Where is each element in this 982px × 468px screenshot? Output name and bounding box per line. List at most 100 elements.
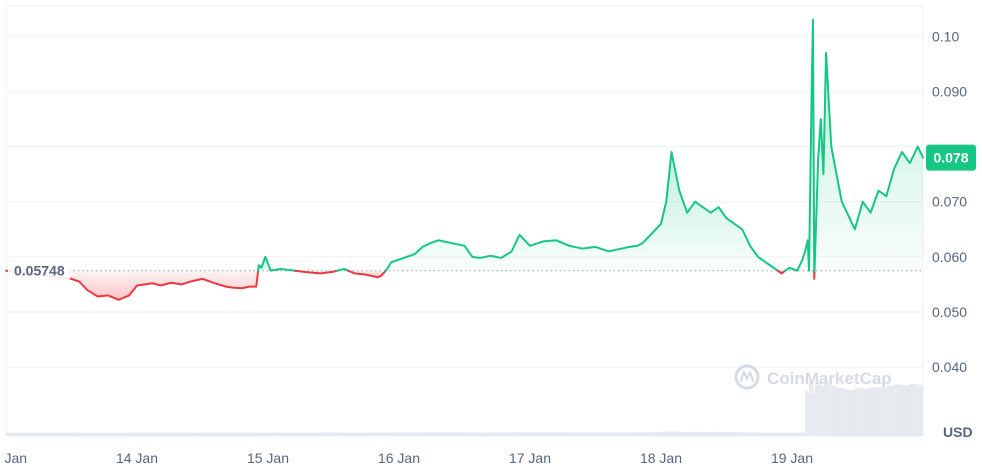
baseline-price-label: 0.05748	[8, 260, 70, 281]
volume-bar	[826, 384, 832, 436]
volume-bar	[129, 432, 137, 436]
volume-bar	[909, 384, 918, 436]
volume-bar	[79, 432, 88, 436]
volume-bar	[118, 432, 130, 436]
watermark-text: CoinMarketCap	[767, 369, 892, 388]
volume-bar	[666, 431, 672, 436]
x-tick-label: 16 Jan	[378, 450, 420, 466]
volume-bar	[621, 432, 630, 436]
volume-bar	[71, 432, 80, 436]
volume-bar	[710, 431, 719, 436]
volume-bar	[480, 432, 491, 436]
volume-bar	[757, 432, 766, 436]
volume-bar	[87, 432, 98, 436]
volume-bar	[256, 432, 259, 436]
volume-bar	[108, 432, 119, 436]
price-line-segment-up[interactable]	[784, 18, 816, 272]
volume-bar	[797, 432, 803, 436]
volume-bar	[294, 432, 308, 436]
volume-bar	[647, 432, 651, 436]
volume-bar	[695, 431, 703, 436]
volume-bar	[917, 384, 923, 436]
volume-bar	[333, 432, 344, 436]
volume-bar	[261, 432, 266, 436]
baseline-label-background	[8, 260, 70, 281]
volume-bar	[650, 432, 654, 436]
y-tick-label: 0.070	[932, 194, 967, 210]
y-tick-label: 0.090	[932, 83, 967, 99]
volume-bar	[472, 432, 481, 436]
price-line[interactable]	[5, 18, 924, 301]
volume-bar	[519, 432, 530, 436]
volume-bar	[836, 388, 842, 436]
volume-bars	[6, 381, 923, 436]
area-fill-above	[385, 152, 778, 271]
volume-bar	[726, 432, 735, 436]
volume-bar	[343, 432, 355, 436]
volume-bar	[805, 390, 808, 436]
volume-bar	[399, 432, 407, 436]
volume-bar	[802, 432, 806, 436]
volume-bar	[582, 432, 596, 436]
volume-bar	[807, 393, 810, 436]
current-price-background	[926, 144, 976, 171]
y-axis: 0.040 0.050 0.060 0.070 0.090 0.10	[932, 28, 967, 375]
volume-bar	[270, 432, 282, 436]
volume-bar	[655, 432, 661, 436]
y-tick-label: 0.10	[932, 28, 959, 44]
volume-bar	[841, 388, 848, 436]
volume-bar	[750, 432, 758, 436]
volume-bar	[734, 432, 743, 436]
price-line-segment-down[interactable]	[776, 269, 787, 275]
volume-bar	[249, 432, 257, 436]
price-line-segment-up[interactable]	[384, 151, 779, 272]
volume-bar	[831, 386, 837, 436]
volume-bar	[265, 432, 271, 436]
x-tick-label: 15 Jan	[247, 450, 289, 466]
price-line-segment-up[interactable]	[257, 255, 297, 272]
volume-bar	[181, 432, 193, 436]
volume-bar	[281, 432, 295, 436]
x-axis: 13 Jan 14 Jan 15 Jan 16 Jan 17 Jan 18 Jan 19 J…	[0, 450, 813, 466]
volume-bar	[137, 432, 145, 436]
volume-bar	[702, 431, 711, 436]
volume-bar	[543, 432, 557, 436]
volume-bar	[464, 432, 473, 436]
price-line-segment-down[interactable]	[5, 269, 260, 301]
volume-bar	[97, 432, 109, 436]
price-line-segment-down[interactable]	[347, 269, 387, 279]
volume-bar	[809, 381, 812, 436]
volume-bar	[629, 432, 638, 436]
volume-bar	[814, 384, 819, 436]
volume-bar	[6, 432, 72, 436]
volume-bar	[595, 432, 609, 436]
volume-bar	[144, 432, 153, 436]
area-fill-above	[785, 19, 815, 271]
volume-bar	[823, 381, 827, 436]
price-line-segment-up[interactable]	[813, 51, 924, 272]
volume-bar	[781, 432, 790, 436]
volume-bar	[894, 384, 903, 436]
volume-bar	[307, 432, 321, 436]
coinmarketcap-logo-icon	[734, 364, 760, 390]
volume-bar	[218, 432, 227, 436]
volume-bar	[653, 432, 656, 436]
volume-bar	[354, 432, 365, 436]
price-line-segment-down[interactable]	[294, 269, 339, 275]
volume-bar	[241, 432, 250, 436]
volume-bar	[258, 432, 262, 436]
volume-bar	[530, 432, 544, 436]
y-tick-label: 0.050	[932, 304, 967, 320]
x-tick-label: 18 Jan	[640, 450, 682, 466]
volume-bar	[372, 432, 379, 436]
volume-bar	[870, 387, 879, 436]
volume-bar	[414, 432, 423, 436]
volume-bar	[226, 432, 234, 436]
y-tick-label: 0.040	[932, 359, 967, 375]
price-line-segment-up[interactable]	[336, 267, 350, 272]
volume-bar	[811, 381, 813, 436]
volume-bar	[380, 432, 386, 436]
volume-bar	[160, 432, 172, 436]
volume-bar	[406, 432, 415, 436]
